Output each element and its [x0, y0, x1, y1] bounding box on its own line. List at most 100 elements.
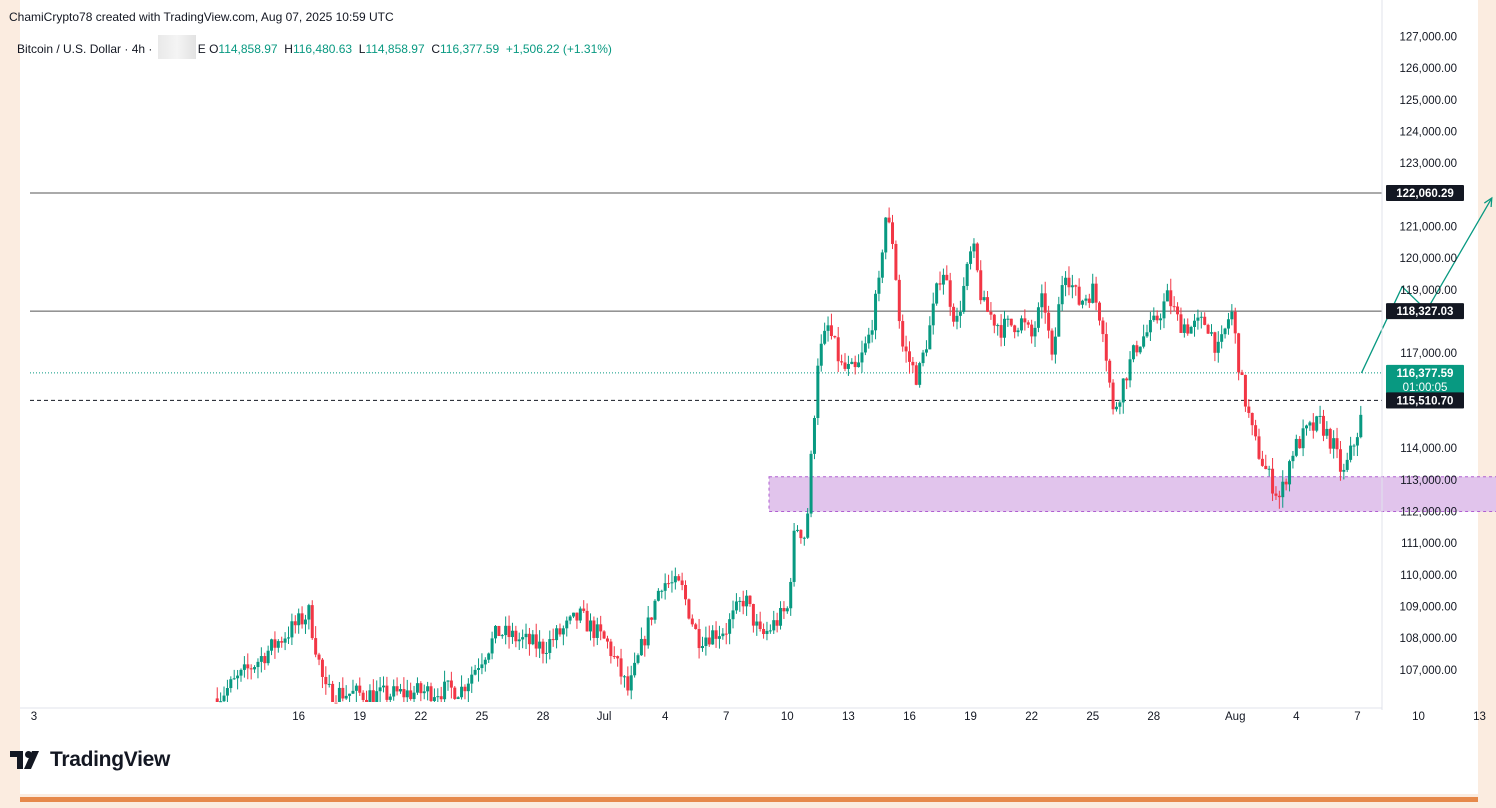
candle-body: [1186, 324, 1190, 334]
candle-body: [924, 349, 928, 353]
candle-body: [1135, 345, 1139, 353]
candle-body: [561, 628, 565, 635]
time-tick-label: 4: [662, 711, 669, 723]
price-tick-label: 117,000.00: [1400, 348, 1457, 360]
candle-body: [1298, 438, 1302, 449]
change-value: +1,506.22 (+1.31%): [505, 42, 612, 57]
candle-body: [375, 691, 379, 702]
candle-body: [1002, 318, 1006, 338]
candle-body: [256, 661, 260, 668]
candle-body: [1142, 336, 1146, 347]
tradingview-wordmark: TradingView: [50, 748, 171, 771]
candle-body: [368, 690, 372, 702]
time-tick-label: Jul: [597, 711, 612, 723]
candle-body: [348, 693, 352, 696]
candle-body: [846, 363, 850, 369]
candle-body: [1233, 311, 1237, 334]
candle-body: [1274, 493, 1278, 496]
candle-body: [1301, 428, 1305, 449]
candle-body: [986, 297, 990, 312]
candle-body: [972, 243, 976, 252]
level-lines: [30, 192, 1382, 401]
candle-body: [928, 325, 932, 350]
price-tick-label: 119,000.00: [1400, 285, 1457, 297]
candle-body: [426, 686, 430, 692]
candle-body: [850, 361, 854, 364]
candle-body: [745, 595, 749, 607]
candle-body: [1223, 328, 1227, 335]
candle-body: [1352, 445, 1356, 447]
tradingview-logo[interactable]: TradingView: [10, 748, 170, 772]
candle-body: [914, 365, 918, 385]
candle-body: [324, 676, 328, 685]
candle-body: [1325, 428, 1329, 436]
candle-body: [276, 641, 280, 648]
candle-body: [660, 590, 664, 592]
level-price-badge-text: 122,060.29: [1396, 188, 1454, 200]
candle-body: [500, 635, 504, 637]
candle-body: [378, 687, 382, 692]
candle-body: [836, 337, 840, 362]
candle-body: [1053, 336, 1057, 355]
candle-body: [857, 362, 861, 368]
time-tick-label: 3: [31, 711, 37, 723]
candle-body: [626, 676, 630, 691]
bottom-accent-bar: [20, 797, 1478, 802]
candle-body: [293, 621, 297, 626]
candle-body: [918, 363, 922, 385]
candle-body: [1019, 318, 1023, 331]
time-axis[interactable]: 31619222528Jul4710131619222528Aug4710131…: [20, 707, 1496, 723]
time-tick-label: 25: [476, 711, 489, 723]
candle-body: [880, 252, 884, 278]
close-label: C: [431, 42, 440, 57]
price-axis[interactable]: 127,000.00 126,000.00 125,000.00 124,000.00…: [1381, 0, 1457, 710]
candle-body: [616, 656, 620, 659]
candle-body: [941, 274, 945, 285]
candle-body: [544, 652, 548, 654]
candle-body: [477, 668, 481, 670]
candle-body: [633, 662, 637, 676]
price-tick-label: 111,000.00: [1401, 538, 1457, 550]
candle-body: [853, 361, 857, 368]
candle-body: [673, 576, 677, 583]
candle-body: [799, 529, 803, 539]
candle-body: [721, 633, 725, 637]
symbol-label[interactable]: Bitcoin / U.S. Dollar · 4h ·: [17, 42, 156, 57]
candle-body: [1179, 314, 1183, 333]
candle-body: [1338, 449, 1342, 472]
candle-body: [527, 633, 531, 645]
candle-body: [1006, 318, 1010, 320]
candle-body: [897, 279, 901, 322]
price-tick-label: 126,000.00: [1399, 63, 1457, 75]
candle-body: [1243, 374, 1247, 407]
candle-body: [266, 650, 270, 664]
candle-body: [1067, 277, 1071, 288]
open-label: O: [209, 42, 219, 57]
candle-body: [541, 641, 545, 654]
candle-body: [1291, 455, 1295, 462]
candle-body: [955, 315, 959, 322]
candle-body: [365, 699, 369, 702]
price-tick-label: 108,000.00: [1399, 633, 1457, 645]
candle-body: [1131, 345, 1135, 360]
level-price-badge-text: 118,327.03: [1397, 306, 1454, 318]
candle-body: [517, 639, 521, 642]
candle-body: [1257, 436, 1261, 459]
candle-body: [1159, 318, 1163, 321]
candle-body: [1108, 360, 1112, 383]
level-price-badge: [1386, 303, 1464, 320]
candle-body: [392, 686, 396, 697]
candle-body: [982, 297, 986, 301]
candle-body: [707, 637, 711, 645]
time-tick-label: 28: [537, 711, 550, 723]
candle-body: [1169, 290, 1173, 307]
candle-body: [874, 293, 878, 331]
candle-body: [1209, 332, 1213, 334]
candle-body: [772, 620, 776, 631]
candle-body: [219, 701, 223, 703]
candle-body: [724, 633, 728, 635]
candle-body: [887, 217, 891, 223]
candle-body: [354, 685, 358, 691]
candle-body: [521, 637, 525, 640]
